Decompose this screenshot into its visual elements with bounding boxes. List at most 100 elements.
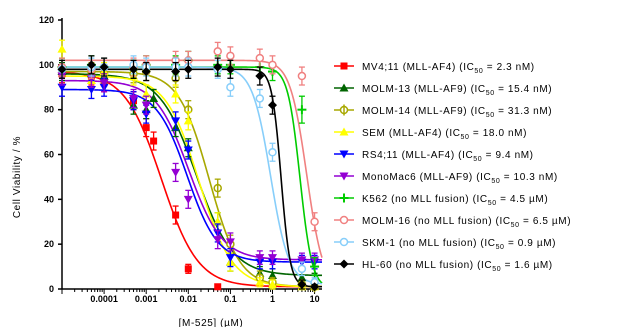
x-tick-label: 1 [270,294,275,304]
y-tick-label: 40 [44,194,54,204]
data-point [255,71,265,81]
x-tick-label: 0.0001 [90,294,118,304]
legend-label: MOLM-14 (MLL-AF9) (IC50 = 31.3 nM) [362,106,552,119]
legend-label-main: MonoMac6 (MLL-AF9) (IC [362,172,491,183]
data-point [255,53,265,63]
data-point [255,94,265,103]
legend-item: SEM (MLL-AF4) (IC50 = 18.0 nM) [334,127,527,141]
series-points [57,61,320,288]
x-tick-label: 10 [310,294,320,304]
data-point [255,277,265,286]
y-tick-label: 100 [39,60,54,70]
legend-label: SKM-1 (no MLL fusion) (IC50 = 0.9 µM) [362,238,556,251]
data-point [297,273,307,282]
legend-item: K562 (no MLL fusion) (IC50 = 4.5 µM) [334,193,549,207]
data-point [129,94,139,103]
data-point [171,168,181,177]
data-point [225,254,235,263]
series-points [57,59,319,293]
legend-label-subscript: 50 [486,112,495,119]
legend-label: MonoMac6 (MLL-AF9) (IC50 = 10.3 nM) [362,172,558,185]
legend-item: HL-60 (no MLL fusion) (IC50 = 1.6 µM) [334,259,553,273]
x-tick-label: 0.001 [135,294,158,304]
legend-item: RS4;11 (MLL-AF4) (IC50 = 9.4 nM) [334,150,534,163]
y-ticks: 0 20 40 60 80 100 120 [39,15,62,294]
data-point [268,60,277,70]
legend-label-tail: = 0.9 µM) [505,238,557,249]
legend-label-tail: = 2.3 nM) [483,62,534,73]
data-point [255,254,265,263]
y-tick-label: 20 [44,239,54,249]
fit-curve [61,79,323,261]
legend-label-main: MV4;11 (MLL-AF4) (IC [362,62,474,73]
x-ticks: 0.0001 0.001 0.01 0.1 1 10 [61,289,320,304]
data-point [297,256,307,265]
data-point [99,79,109,88]
legend-swatch-marker [339,83,349,92]
x-axis-title: [M-525] (µM) [179,318,244,327]
legend-label-subscript: 50 [491,178,500,185]
data-point [183,116,193,125]
data-point [297,280,307,290]
legend-label-tail: = 6.5 µM) [520,216,572,227]
data-point [183,146,193,155]
legend-label-subscript: 50 [492,266,501,273]
data-point [267,254,277,263]
legend-label-main: K562 (no MLL fusion) (IC [362,194,488,205]
legend-label-main: MOLM-16 (no MLL fusion) (IC [362,216,511,227]
fit-curve [62,66,323,284]
legend-item: MOLM-14 (MLL-AF9) (IC50 = 31.3 nM) [334,104,552,119]
data-point [310,262,320,272]
fit-curve [62,88,323,263]
data-point [171,89,181,98]
legend-label: HL-60 (no MLL fusion) (IC50 = 1.6 µM) [362,260,553,273]
legend-label: MV4;11 (MLL-AF4) (IC50 = 2.3 nM) [362,62,535,75]
legend-label-main: SEM (MLL-AF4) (IC [362,128,461,139]
legend-label-main: RS4;11 (MLL-AF4) (IC [362,150,473,161]
legend-swatch-marker [339,237,349,247]
legend-swatch-marker [340,62,348,70]
fit-curve [61,73,323,277]
data-point [57,83,67,92]
data-point [57,44,67,53]
legend-label-subscript: 50 [461,134,470,141]
legend-label-tail: = 18.0 nM) [470,128,527,139]
data-point [183,195,193,204]
data-point [225,64,235,74]
data-point [150,137,158,145]
legend-item: MV4;11 (MLL-AF4) (IC50 = 2.3 nM) [334,62,535,75]
data-point [310,217,319,226]
legend-label-subscript: 50 [496,244,505,251]
data-point [86,60,96,70]
data-point [267,271,277,280]
legend-label-main: MOLM-14 (MLL-AF9) (IC [362,106,486,117]
data-point [310,282,320,292]
legend-swatch-marker [339,259,349,269]
legend-label-tail: = 10.3 nM) [500,172,557,183]
data-point [149,93,159,102]
y-tick-label: 120 [39,15,54,25]
data-point [141,67,151,77]
data-point [226,83,235,92]
data-point [57,64,67,74]
legend-item: MonoMac6 (MLL-AF9) (IC50 = 10.3 nM) [334,172,558,185]
series-points [57,66,320,268]
legend-item: MOLM-13 (MLL-AF9) (IC50 = 15.4 nM) [334,83,552,97]
data-point [225,238,235,247]
legend-item: MOLM-16 (no MLL fusion) (IC50 = 6.5 µM) [334,215,571,229]
data-point [213,217,223,226]
legend-label-tail: = 15.4 nM) [495,84,552,95]
x-tick-label: 0.1 [224,294,237,304]
legend-label: MOLM-16 (no MLL fusion) (IC50 = 6.5 µM) [362,216,571,229]
y-tick-label: 0 [49,284,54,294]
data-points [57,39,320,293]
legend-label-tail: = 4.5 µM) [497,194,549,205]
legend-swatch-marker [339,215,349,225]
legend-label: RS4;11 (MLL-AF4) (IC50 = 9.4 nM) [362,150,534,163]
data-point [226,51,235,61]
legend-label-subscript: 50 [511,222,520,229]
data-point [99,62,109,72]
data-point [86,85,96,94]
legend-label-subscript: 50 [488,200,497,207]
